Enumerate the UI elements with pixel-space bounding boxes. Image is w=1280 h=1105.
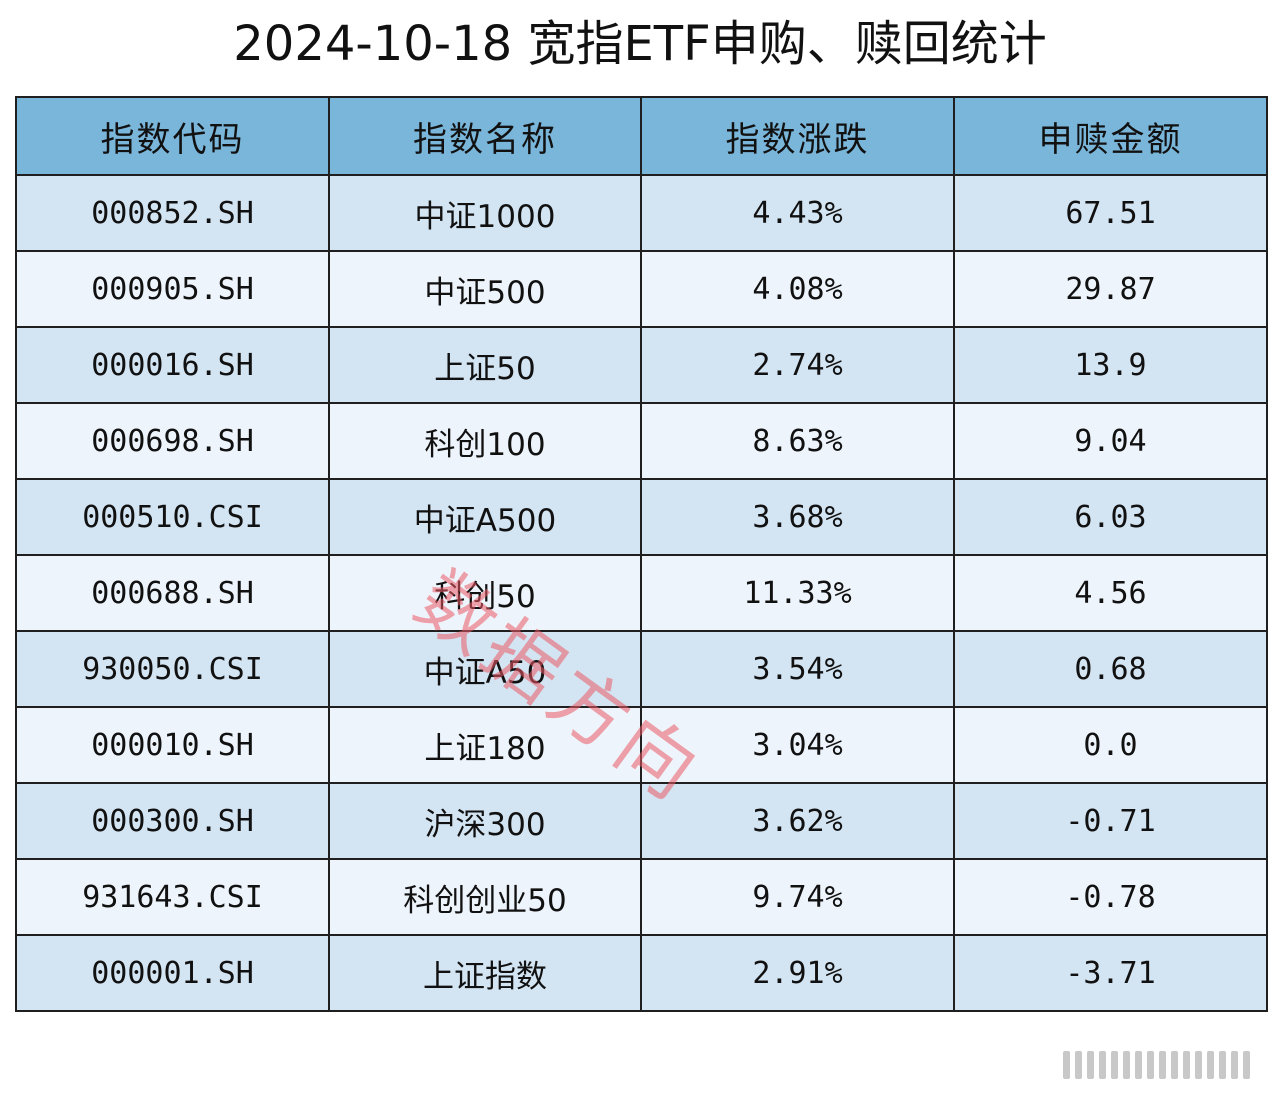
table-row: 931643.CSI 科创创业50 9.74% -0.78 [15,858,1268,936]
table-row: 000300.SH 沪深300 3.62% -0.71 [15,782,1268,860]
table-header-row: 指数代码 指数名称 指数涨跌 申赎金额 [15,96,1268,176]
cell-index-code: 930050.CSI [15,630,330,708]
column-header-index-code: 指数代码 [15,96,330,176]
cell-index-name: 中证500 [328,250,642,328]
cell-net-amount: 0.0 [953,706,1268,784]
cell-index-name: 科创创业50 [328,858,642,936]
cell-net-amount: -0.78 [953,858,1268,936]
table-row: 000010.SH 上证180 3.04% 0.0 [15,706,1268,784]
table-row: 000688.SH 科创50 11.33% 4.56 [15,554,1268,632]
table-row: 000510.CSI 中证A500 3.68% 6.03 [15,478,1268,556]
cell-index-change: 2.74% [640,326,955,404]
cell-net-amount: 67.51 [953,174,1268,252]
cell-index-code: 000852.SH [15,174,330,252]
cell-index-change: 4.43% [640,174,955,252]
cell-index-name: 上证180 [328,706,642,784]
cell-index-code: 000001.SH [15,934,330,1012]
cell-index-name: 科创50 [328,554,642,632]
cell-net-amount: 13.9 [953,326,1268,404]
cell-net-amount: -0.71 [953,782,1268,860]
cell-index-name: 上证50 [328,326,642,404]
cell-index-name: 中证A50 [328,630,642,708]
cell-index-code: 000688.SH [15,554,330,632]
table-row: 000852.SH 中证1000 4.43% 67.51 [15,174,1268,252]
cell-index-change: 3.04% [640,706,955,784]
cell-index-name: 科创100 [328,402,642,480]
table-row: 000698.SH 科创100 8.63% 9.04 [15,402,1268,480]
cell-net-amount: 6.03 [953,478,1268,556]
cell-index-code: 931643.CSI [15,858,330,936]
cell-index-code: 000698.SH [15,402,330,480]
cell-index-name: 中证A500 [328,478,642,556]
cell-index-code: 000010.SH [15,706,330,784]
cell-index-name: 上证指数 [328,934,642,1012]
column-header-net-amount: 申赎金额 [953,96,1268,176]
cell-index-change: 4.08% [640,250,955,328]
cell-index-code: 000905.SH [15,250,330,328]
cell-net-amount: 0.68 [953,630,1268,708]
table-row: 000016.SH 上证50 2.74% 13.9 [15,326,1268,404]
cell-index-change: 8.63% [640,402,955,480]
table-row: 930050.CSI 中证A50 3.54% 0.68 [15,630,1268,708]
cell-index-name: 沪深300 [328,782,642,860]
column-header-index-name: 指数名称 [328,96,642,176]
cell-index-change: 9.74% [640,858,955,936]
cell-net-amount: -3.71 [953,934,1268,1012]
cell-net-amount: 29.87 [953,250,1268,328]
cell-index-code: 000510.CSI [15,478,330,556]
table-row: 000001.SH 上证指数 2.91% -3.71 [15,934,1268,1012]
cell-index-code: 000016.SH [15,326,330,404]
cell-net-amount: 9.04 [953,402,1268,480]
platform-watermark-icon [1063,1050,1250,1080]
cell-index-code: 000300.SH [15,782,330,860]
cell-index-change: 2.91% [640,934,955,1012]
cell-index-change: 3.68% [640,478,955,556]
cell-index-name: 中证1000 [328,174,642,252]
cell-index-change: 3.54% [640,630,955,708]
cell-net-amount: 4.56 [953,554,1268,632]
cell-index-change: 11.33% [640,554,955,632]
table-row: 000905.SH 中证500 4.08% 29.87 [15,250,1268,328]
column-header-index-change: 指数涨跌 [640,96,955,176]
etf-table: 指数代码 指数名称 指数涨跌 申赎金额 000852.SH 中证1000 4.4… [15,96,1268,1012]
cell-index-change: 3.62% [640,782,955,860]
page-title: 2024-10-18 宽指ETF申购、赎回统计 [233,16,1047,72]
